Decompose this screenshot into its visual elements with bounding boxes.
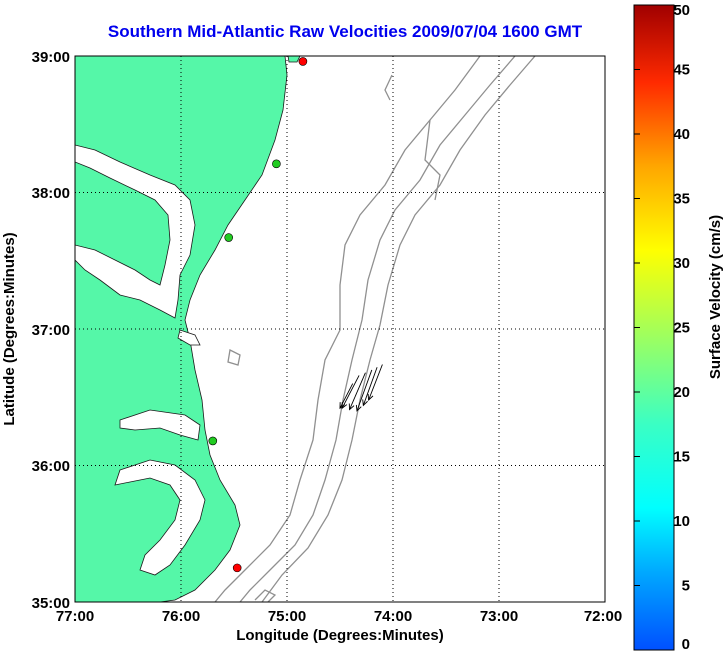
colorbar-tick-label: 50	[673, 2, 690, 19]
colorbar-tick-label: 5	[682, 578, 690, 595]
colorbar-label: Surface Velocity (cm/s)	[707, 215, 724, 379]
y-axis: 39:00 38:00 37:00 36:00 35:00 Latitude (…	[1, 49, 70, 612]
radar-station-marker	[224, 233, 233, 242]
velocity-arrow	[339, 383, 354, 410]
graticule	[75, 56, 605, 602]
colorbar: 0 5 10 15 20 25 30 35 40 45 50 Surface Velocity (c…	[633, 2, 724, 653]
velocity-arrow	[362, 367, 378, 407]
y-tick-label: 36:00	[32, 458, 70, 475]
colorbar-tick-label: 0	[682, 636, 690, 653]
colorbar-tick-label: 35	[673, 191, 690, 208]
velocity-arrow	[348, 372, 366, 411]
radar-station-marker	[208, 436, 218, 446]
y-axis-label: Latitude (Degrees:Minutes)	[1, 232, 18, 425]
x-tick-label: 76:00	[162, 608, 200, 625]
x-tick-label: 72:00	[584, 608, 622, 625]
velocity-arrow	[367, 364, 383, 401]
colorbar-tick-label: 20	[673, 384, 690, 401]
bay-water	[75, 144, 206, 576]
map-title: Southern Mid-Atlantic Raw Velocities 200…	[107, 22, 583, 41]
x-tick-label: 73:00	[480, 608, 518, 625]
colorbar-tick-label: 15	[673, 449, 690, 466]
x-tick-label: 77:00	[56, 608, 94, 625]
colorbar-tick-label: 45	[673, 62, 690, 79]
colorbar-tick-label: 10	[673, 513, 690, 530]
y-tick-label: 35:00	[32, 595, 70, 612]
y-tick-label: 37:00	[32, 322, 70, 339]
radar-station-marker	[232, 563, 242, 573]
x-axis-label: Longitude (Degrees:Minutes)	[236, 627, 444, 644]
x-tick-label: 74:00	[374, 608, 412, 625]
radar-station-marker	[272, 159, 281, 169]
velocity-arrow	[355, 369, 373, 412]
colorbar-ticks: 0 5 10 15 20 25 30 35 40 45 50	[634, 2, 690, 653]
radar-stations	[208, 57, 308, 573]
x-axis: 77:00 76:00 75:00 74:00 73:00 72:00 Long…	[56, 608, 622, 644]
x-tick-label: 75:00	[268, 608, 306, 625]
colorbar-gradient	[633, 4, 675, 651]
bathymetry-contours	[214, 56, 536, 602]
colorbar-tick-label: 25	[673, 320, 690, 337]
y-tick-label: 38:00	[32, 185, 70, 202]
plot-frame	[74, 55, 606, 603]
y-tick-label: 39:00	[32, 49, 70, 66]
colorbar-tick-label: 30	[673, 255, 690, 272]
colorbar-tick-label: 40	[673, 126, 690, 143]
radar-station-marker	[298, 57, 308, 66]
velocity-vectors	[339, 364, 383, 412]
